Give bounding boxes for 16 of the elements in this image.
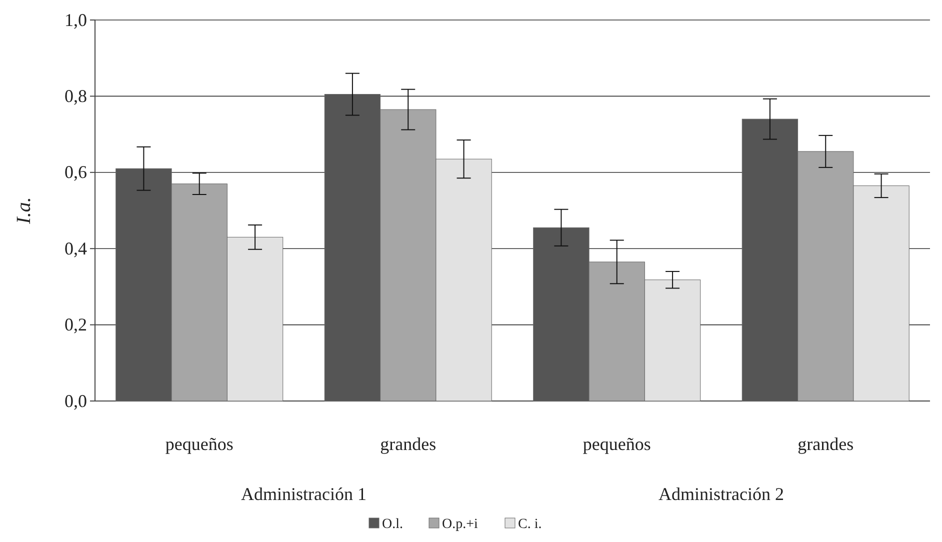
y-tick-label: 0,0	[64, 390, 87, 411]
legend-label: O.l.	[382, 517, 403, 532]
x-tick-label: pequeños	[582, 434, 651, 454]
y-tick-label: 0,2	[64, 314, 87, 335]
legend-label: O.p.+i	[442, 517, 478, 532]
x-tick-label: grandes	[798, 434, 854, 454]
y-tick-label: 1,0	[64, 10, 87, 30]
legend-label: C. i.	[518, 517, 542, 532]
y-axis-title: I.a.	[13, 197, 35, 225]
x-tick-label: grandes	[380, 434, 436, 454]
y-tick-label: 0,4	[64, 238, 87, 258]
y-tick-label: 0,6	[64, 162, 87, 182]
text: Administración 2	[658, 484, 784, 504]
text: Administración 1	[241, 484, 366, 504]
x-tick-label: pequeños	[165, 434, 234, 454]
y-tick-label: 0,8	[64, 86, 87, 106]
